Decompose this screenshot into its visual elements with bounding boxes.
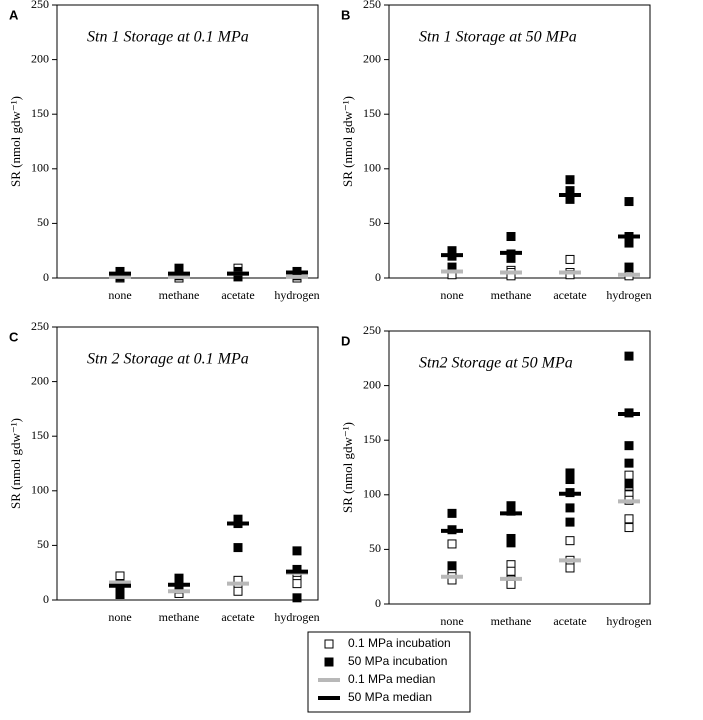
y-tick-label: 0 [375, 596, 381, 610]
point [624, 238, 634, 248]
y-tick-label: 100 [31, 161, 49, 175]
x-tick-label: acetate [221, 288, 254, 302]
y-tick-label: 250 [363, 0, 381, 11]
y-tick-label: 250 [31, 0, 49, 11]
y-tick-label: 150 [363, 432, 381, 446]
point [624, 197, 634, 207]
point [115, 590, 125, 600]
chart-title: Stn 1 Storage at 50 MPa [419, 29, 577, 46]
point [565, 175, 575, 185]
legend-label: 0.1 MPa incubation [348, 636, 451, 650]
x-tick-label: acetate [553, 288, 586, 302]
x-tick-label: hydrogen [606, 614, 651, 628]
y-tick-label: 150 [31, 428, 49, 442]
point [506, 232, 516, 242]
x-tick-label: hydrogen [606, 288, 651, 302]
point [233, 543, 243, 553]
chart-title: Stn2 Storage at 50 MPa [419, 355, 573, 372]
point [233, 586, 243, 596]
point [624, 514, 634, 524]
x-tick-label: hydrogen [274, 610, 319, 624]
point [565, 563, 575, 573]
legend-label: 50 MPa median [348, 690, 432, 704]
y-axis-label: SR (nmol gdw⁻¹) [8, 418, 23, 509]
legend-swatch [324, 639, 334, 649]
chart-title: Stn 2 Storage at 0.1 MPa [87, 351, 249, 368]
x-tick-label: none [440, 614, 463, 628]
y-axis-label: SR (nmol gdw⁻¹) [340, 96, 355, 187]
point [624, 458, 634, 468]
point [565, 254, 575, 264]
point [506, 579, 516, 589]
plot-frame [388, 4, 651, 279]
point [565, 536, 575, 546]
x-tick-label: methane [491, 288, 532, 302]
y-tick-label: 100 [31, 483, 49, 497]
panel-label: A [9, 7, 19, 22]
y-tick-label: 50 [369, 541, 381, 555]
point [624, 262, 634, 272]
legend-label: 0.1 MPa median [348, 672, 435, 686]
y-axis-label: SR (nmol gdw⁻¹) [8, 96, 23, 187]
point [624, 523, 634, 533]
y-tick-label: 50 [37, 215, 49, 229]
point [292, 593, 302, 603]
panel-label: D [341, 333, 350, 348]
y-tick-label: 150 [31, 106, 49, 120]
x-tick-label: none [108, 288, 131, 302]
panel-label: C [9, 329, 19, 344]
y-tick-label: 50 [37, 537, 49, 551]
point [115, 571, 125, 581]
y-tick-label: 250 [31, 319, 49, 333]
plot-frame [56, 4, 319, 279]
x-tick-label: none [440, 288, 463, 302]
y-tick-label: 200 [363, 377, 381, 391]
point [447, 561, 457, 571]
x-tick-label: hydrogen [274, 288, 319, 302]
y-tick-label: 0 [43, 270, 49, 284]
legend-label: 50 MPa incubation [348, 654, 447, 668]
chart-title: Stn 1 Storage at 0.1 MPa [87, 29, 249, 46]
point [447, 508, 457, 518]
x-tick-label: acetate [553, 614, 586, 628]
point [624, 470, 634, 480]
point [565, 503, 575, 513]
x-tick-label: acetate [221, 610, 254, 624]
y-axis-label: SR (nmol gdw⁻¹) [340, 422, 355, 513]
y-tick-label: 200 [31, 373, 49, 387]
y-tick-label: 0 [43, 592, 49, 606]
point [292, 546, 302, 556]
point [624, 479, 634, 489]
point [506, 566, 516, 576]
point [565, 475, 575, 485]
point [565, 517, 575, 527]
y-tick-label: 100 [363, 161, 381, 175]
plot-frame [388, 330, 651, 605]
y-tick-label: 200 [363, 51, 381, 65]
x-tick-label: methane [491, 614, 532, 628]
y-tick-label: 200 [31, 51, 49, 65]
plot-frame [56, 326, 319, 601]
point [292, 579, 302, 589]
point [447, 539, 457, 549]
point [624, 441, 634, 451]
y-tick-label: 250 [363, 323, 381, 337]
x-tick-label: methane [159, 610, 200, 624]
legend-swatch [324, 657, 334, 667]
x-tick-label: none [108, 610, 131, 624]
point [506, 253, 516, 263]
y-tick-label: 50 [369, 215, 381, 229]
panel-label: B [341, 7, 350, 22]
y-tick-label: 100 [363, 487, 381, 501]
point [506, 538, 516, 548]
x-tick-label: methane [159, 288, 200, 302]
y-tick-label: 150 [363, 106, 381, 120]
y-tick-label: 0 [375, 270, 381, 284]
point [624, 351, 634, 361]
